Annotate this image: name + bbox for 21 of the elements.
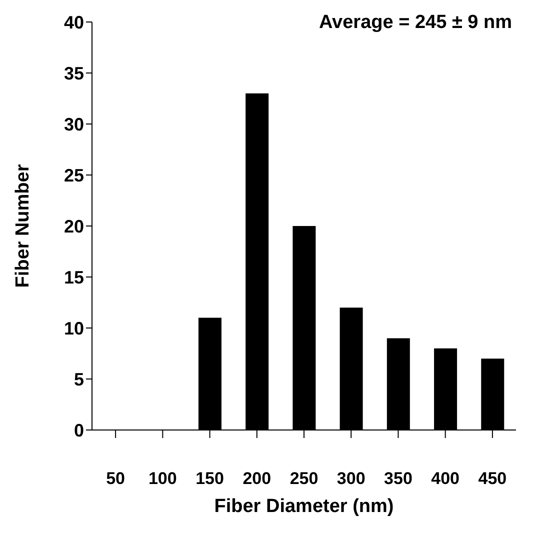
- x-axis-title: Fiber Diameter (nm): [214, 496, 394, 517]
- y-tick-label: 35: [64, 63, 84, 84]
- y-tick-label: 10: [64, 318, 84, 338]
- y-tick-label: 25: [64, 165, 84, 186]
- x-tick-label: 400: [431, 469, 460, 488]
- y-tick-label: 5: [74, 369, 84, 390]
- x-tick-label: 450: [478, 469, 507, 488]
- annotation: Average = 245 ± 9 nm: [319, 12, 512, 34]
- y-tick-label: 0: [74, 420, 84, 440]
- y-tick-label: 40: [64, 12, 84, 32]
- y-tick-label: 15: [64, 267, 84, 288]
- y-axis-title: Fiber Number: [12, 164, 34, 288]
- y-tick-label: 20: [64, 216, 84, 236]
- x-tick-label: 300: [336, 469, 366, 488]
- y-tick-label: 30: [64, 114, 84, 134]
- x-tick-label: 200: [242, 469, 272, 488]
- x-tick-label: 350: [384, 469, 412, 488]
- x-tick-label: 250: [290, 469, 318, 488]
- x-tick-label: 50: [106, 469, 126, 488]
- x-tick-label: 100: [148, 469, 177, 488]
- x-tick-label: 150: [196, 469, 224, 488]
